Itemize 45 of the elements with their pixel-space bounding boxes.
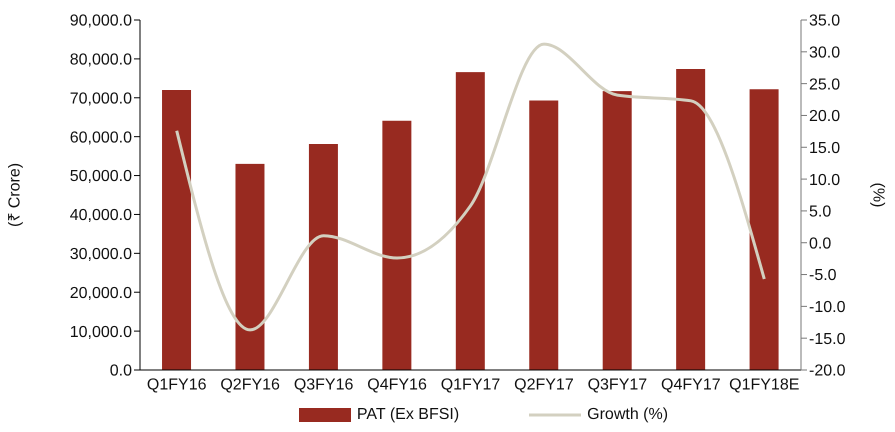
x-tick-label: Q3FY17 — [588, 376, 648, 394]
y2-tick-label: -20.0 — [809, 362, 846, 380]
y-tick-label: 30,000.0 — [70, 246, 132, 264]
bar — [529, 100, 558, 370]
y-axis-title: (₹ Crore) — [6, 162, 24, 228]
x-tick-label: Q1FY16 — [146, 376, 207, 394]
x-tick-label: Q1FY18E — [729, 376, 800, 394]
y2-axis-title: (%) — [869, 182, 886, 208]
bar — [162, 90, 192, 370]
y2-tick-label: -5.0 — [809, 267, 837, 284]
y-tick-label: 0.0 — [110, 362, 132, 380]
x-tick-label: Q1FY17 — [440, 376, 500, 394]
y2-tick-label: 25.0 — [809, 76, 840, 94]
bar — [676, 69, 706, 370]
bar — [602, 91, 632, 370]
y2-tick-label: 20.0 — [809, 108, 840, 126]
x-tick-label: Q4FY17 — [661, 376, 721, 394]
legend-label: Growth (%) — [587, 406, 668, 424]
legend-label: PAT (Ex BFSI) — [356, 406, 460, 424]
y2-tick-label: 5.0 — [809, 204, 832, 221]
y-tick-label: 20,000.0 — [70, 284, 132, 302]
y2-tick-label: 35.0 — [809, 12, 840, 30]
x-tick-label: Q2FY17 — [514, 376, 574, 394]
bar — [456, 72, 485, 370]
y2-tick-label: 10.0 — [809, 172, 840, 189]
bar — [382, 120, 412, 370]
bar — [308, 144, 338, 370]
x-tick-label: Q2FY16 — [220, 376, 280, 394]
y-tick-label: 60,000.0 — [70, 129, 132, 146]
y-tick-label: 90,000.0 — [70, 12, 132, 30]
y2-tick-label: -15.0 — [809, 330, 846, 348]
y-tick-label: 50,000.0 — [70, 168, 132, 186]
x-tick-label: Q4FY16 — [367, 376, 427, 394]
y-tick-label: 70,000.0 — [70, 90, 132, 108]
y2-tick-label: 15.0 — [809, 140, 840, 157]
bar — [235, 164, 264, 370]
y2-tick-label: -10.0 — [809, 299, 846, 316]
bar — [750, 89, 779, 370]
y-tick-label: 80,000.0 — [70, 52, 132, 69]
line-series — [175, 42, 766, 332]
y2-tick-label: 0.0 — [809, 235, 832, 252]
x-tick-label: Q3FY16 — [294, 376, 354, 394]
y-tick-label: 10,000.0 — [70, 324, 132, 341]
y-tick-label: 40,000.0 — [70, 207, 132, 224]
y2-tick-label: 30.0 — [809, 44, 840, 62]
